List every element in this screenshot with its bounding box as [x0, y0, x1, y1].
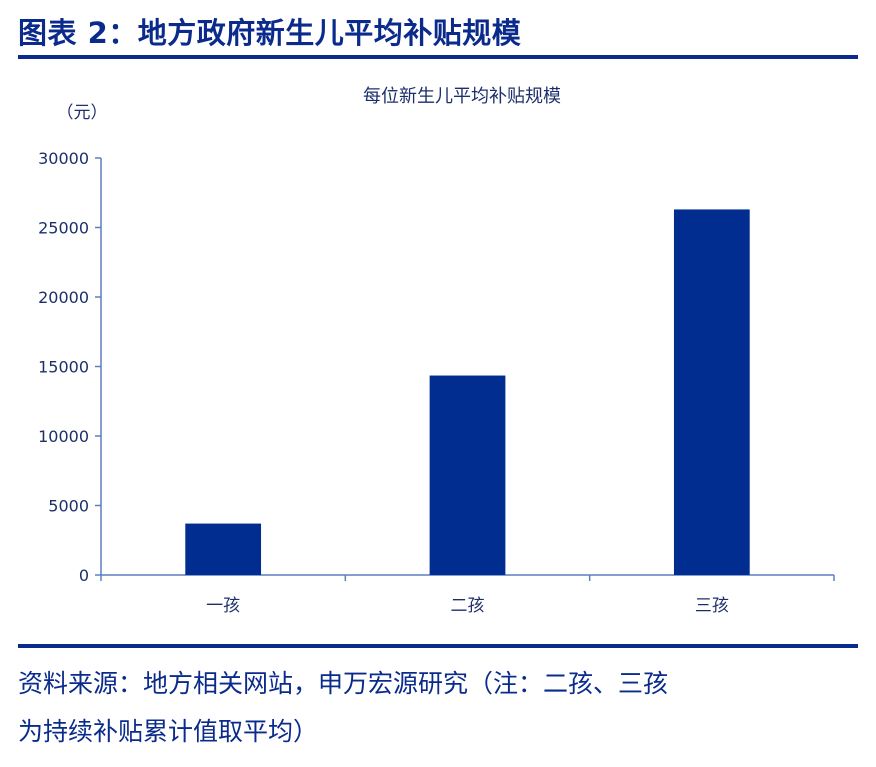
x-axis: 一孩 二孩 三孩	[100, 574, 835, 616]
bar-3	[673, 209, 750, 575]
y-tick-label: 15000	[38, 358, 89, 377]
x-category-label: 一孩	[206, 596, 240, 616]
y-tick-label: 30000	[38, 149, 89, 168]
x-category-label: 三孩	[695, 596, 729, 616]
y-tick-label: 20000	[38, 288, 89, 307]
top-divider	[18, 55, 858, 59]
y-tick-label: 5000	[48, 497, 89, 516]
y-axis-unit-label: （元）	[57, 103, 108, 123]
y-axis: 0 5000 10000 15000 20000 25000 30000	[38, 149, 102, 585]
bar-2	[429, 375, 506, 575]
y-tick-label: 10000	[38, 427, 89, 446]
bars	[185, 209, 750, 575]
source-note-line1: 资料来源：地方相关网站，申万宏源研究（注：二孩、三孩	[18, 669, 669, 698]
bottom-divider	[18, 644, 858, 648]
y-tick-label: 0	[79, 566, 89, 585]
bar-chart: 每位新生儿平均补贴规模 （元） 0 5000 10000 15000 20000 2500…	[38, 86, 835, 616]
y-tick-label: 25000	[38, 219, 89, 238]
x-category-label: 二孩	[451, 596, 485, 616]
source-note-line2: 为持续补贴累计值取平均）	[18, 717, 319, 746]
bar-1	[185, 523, 262, 575]
chart-title: 每位新生儿平均补贴规模	[363, 86, 561, 107]
figure-title: 图表 2：地方政府新生儿平均补贴规模	[18, 16, 522, 50]
